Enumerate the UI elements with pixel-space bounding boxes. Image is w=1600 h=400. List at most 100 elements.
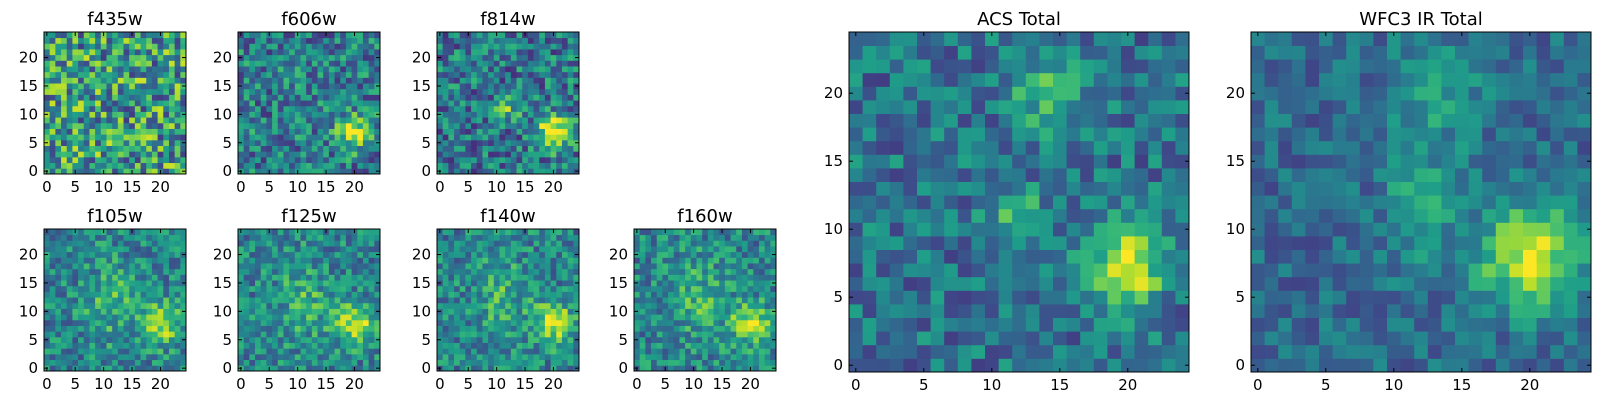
heatmap-cell [100,302,107,309]
heatmap-cell [168,325,176,332]
heatmap-cell [556,342,563,349]
heatmap-cell [95,274,102,281]
heatmap-cell [903,331,918,346]
heatmap-cell [351,139,358,146]
heatmap-cell [522,240,529,247]
heatmap-cell [1012,168,1027,182]
heatmap-cell [368,32,375,39]
heatmap-cell [140,353,147,361]
heatmap-cell [662,302,669,309]
heatmap-cell [95,134,102,141]
heatmap-cell [539,325,546,332]
heatmap-cell [1066,344,1081,359]
heatmap-cell [1039,181,1054,196]
heatmap-cell [724,308,731,315]
heatmap-cell [351,100,358,107]
heatmap-cell [294,263,301,270]
heatmap-cell [944,317,959,332]
heatmap-cell [374,348,381,355]
heatmap-cell [368,359,375,366]
heatmap-cell [112,151,119,158]
heatmap-cell [83,348,90,355]
heatmap-cell [957,222,972,237]
heatmap-cell [1025,290,1040,305]
heatmap-cell [140,134,147,141]
heatmap-cell [283,94,290,101]
heatmap-cell [437,291,444,298]
heatmap-cell [736,229,743,236]
heatmap-cell [476,66,483,73]
heatmap-cell [550,263,557,270]
heatmap-cell [106,117,113,124]
heatmap-cell [465,240,472,247]
heatmap-cell [673,251,680,258]
heatmap-cell [272,353,279,361]
heatmap-cell [243,353,250,361]
x-tick-label: 15 [122,375,141,393]
heatmap-cell [573,353,580,361]
heatmap-cell [465,359,472,366]
heatmap-cell [146,122,153,129]
heatmap-cell [476,139,483,146]
heatmap-cell [78,162,85,169]
heatmap-cell [442,60,449,67]
heatmap-cell [157,54,164,61]
heatmap-cell [876,263,891,278]
heatmap-cell [140,162,147,169]
heatmap-cell [129,71,136,78]
heatmap-cell [289,111,296,118]
heatmap-cell [544,54,551,61]
heatmap-cell [651,359,658,366]
heatmap-cell [539,359,546,366]
heatmap-cell [561,268,569,275]
heatmap-cell [476,111,483,118]
heatmap-cell [106,156,113,164]
heatmap-cell [567,325,574,332]
heatmap-cell [889,168,904,182]
heatmap-cell [1025,304,1040,318]
heatmap-cell [465,302,472,309]
heatmap-cell [134,268,141,275]
heatmap-cell [66,325,73,332]
heatmap-cell [140,128,147,135]
heatmap-cell [685,353,692,361]
x-tick-label: 10 [487,178,506,196]
heatmap-cell [1066,249,1081,264]
heatmap-cell [522,162,529,169]
heatmap-cell [662,246,669,253]
heatmap-cell [510,151,517,158]
heatmap-cell [862,208,877,223]
heatmap-cell [747,291,754,298]
heatmap-cell [505,365,512,372]
heatmap-cell [129,325,136,332]
heatmap-cell [243,325,250,332]
heatmap-cell [634,348,641,355]
heatmap-cell [345,32,352,39]
heatmap-cell [454,111,461,118]
heatmap-cell [527,274,534,281]
heatmap-cell [289,100,296,107]
heatmap-cell [362,268,370,275]
heatmap-cell [112,246,119,253]
heatmap-cell [340,162,347,169]
heatmap-cell [499,246,506,253]
heatmap-cell [72,359,79,366]
heatmap-cell [448,359,455,366]
heatmap-cell [679,257,686,264]
heatmap-cell [488,145,495,152]
heatmap-cell [249,156,256,164]
heatmap-cell [289,229,296,236]
heatmap-cell [249,331,256,338]
heatmap-cell [567,331,574,338]
heatmap-cell [454,331,461,338]
heatmap-cell [437,105,444,112]
heatmap-cell [1025,222,1040,237]
heatmap-cell [679,246,686,253]
heatmap-cell [634,325,641,332]
heatmap-cell [448,32,455,39]
heatmap-cell [448,251,455,258]
panel-title: f160w [677,206,732,227]
heatmap-cell [556,66,563,73]
heatmap-cell [493,297,500,304]
heatmap-cell [499,234,506,241]
